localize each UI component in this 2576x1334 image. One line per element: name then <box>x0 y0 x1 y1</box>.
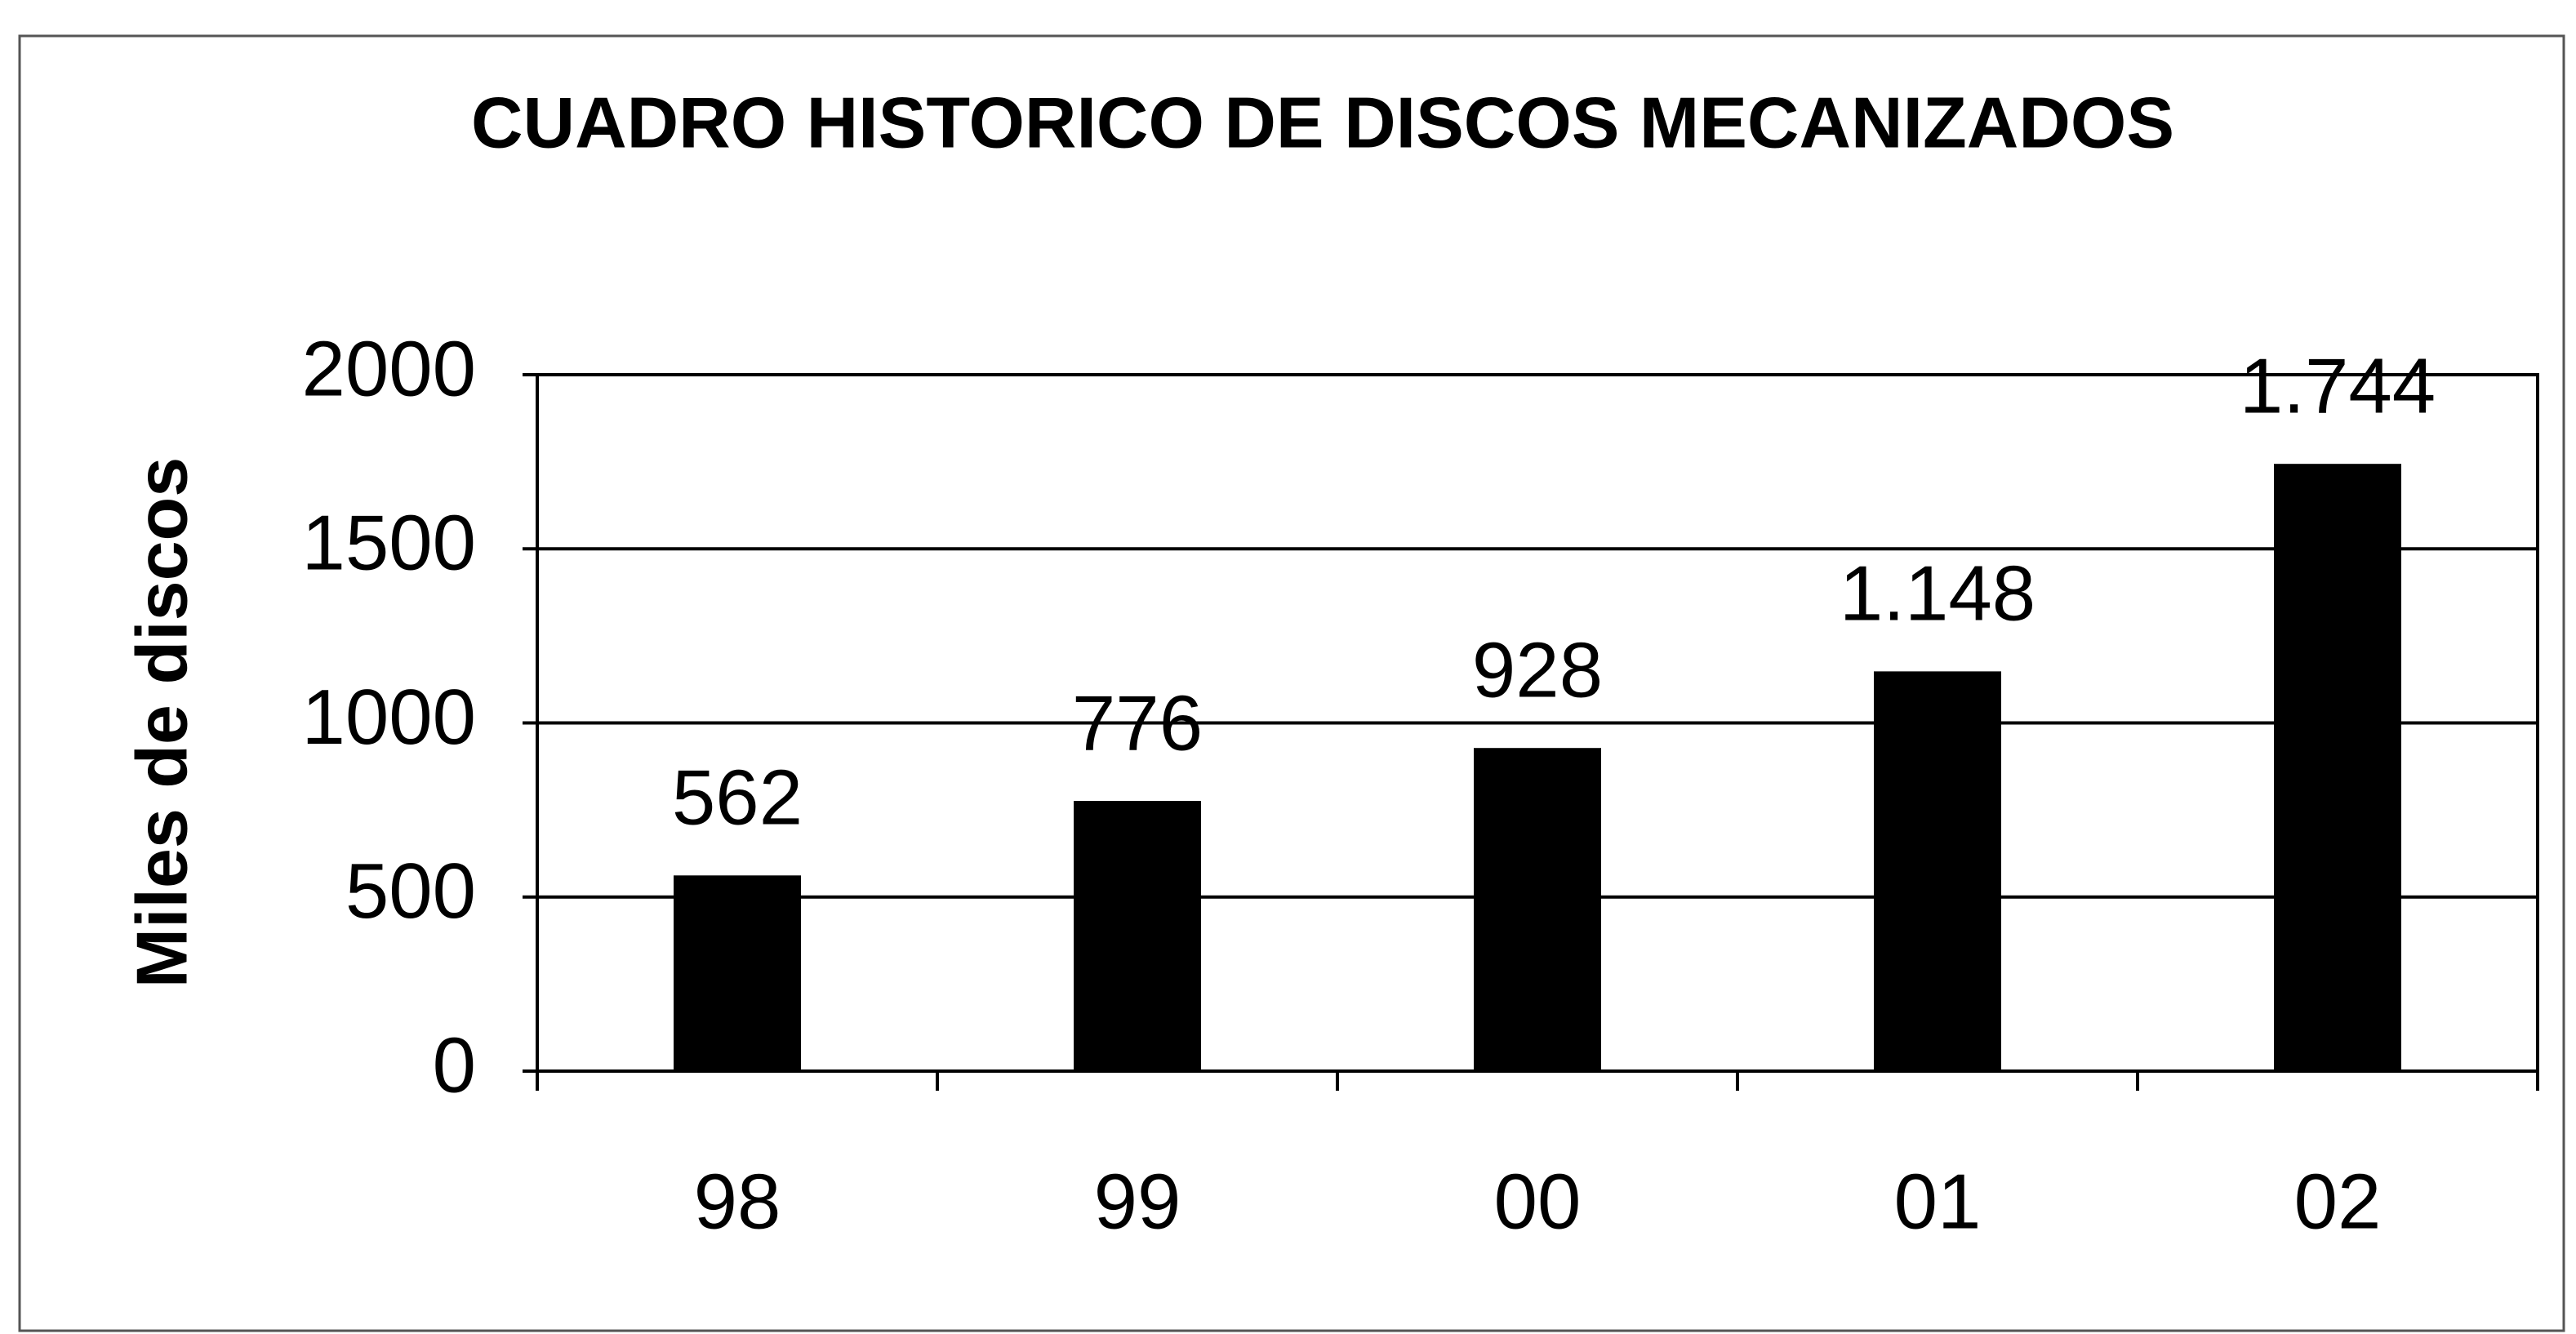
data-label: 776 <box>1072 679 1203 767</box>
y-tick-label: 1500 <box>301 500 476 587</box>
data-label: 1.148 <box>1840 550 2035 638</box>
chart-title: CUADRO HISTORICO DE DISCOS MECANIZADOS <box>471 82 2174 162</box>
y-tick-label: 1000 <box>301 674 476 761</box>
x-tick-label: 02 <box>2294 1158 2382 1245</box>
y-tick-label: 0 <box>433 1021 476 1109</box>
y-axis-label: Miles de discos <box>121 457 202 988</box>
x-tick-label: 98 <box>694 1158 781 1245</box>
bar <box>2274 464 2401 1071</box>
bar <box>1474 748 1601 1071</box>
data-label: 1.744 <box>2240 343 2436 430</box>
data-label: 928 <box>1472 627 1603 714</box>
y-tick-label: 500 <box>345 847 476 935</box>
chart-frame <box>18 34 2565 1332</box>
bar <box>1074 801 1201 1071</box>
bar <box>1874 671 2001 1071</box>
x-tick-label: 99 <box>1094 1158 1181 1245</box>
data-label: 562 <box>672 754 803 842</box>
bar <box>674 875 801 1071</box>
x-tick-label: 01 <box>1894 1158 1982 1245</box>
x-tick-label: 00 <box>1494 1158 1582 1245</box>
y-tick-label: 2000 <box>301 325 476 412</box>
